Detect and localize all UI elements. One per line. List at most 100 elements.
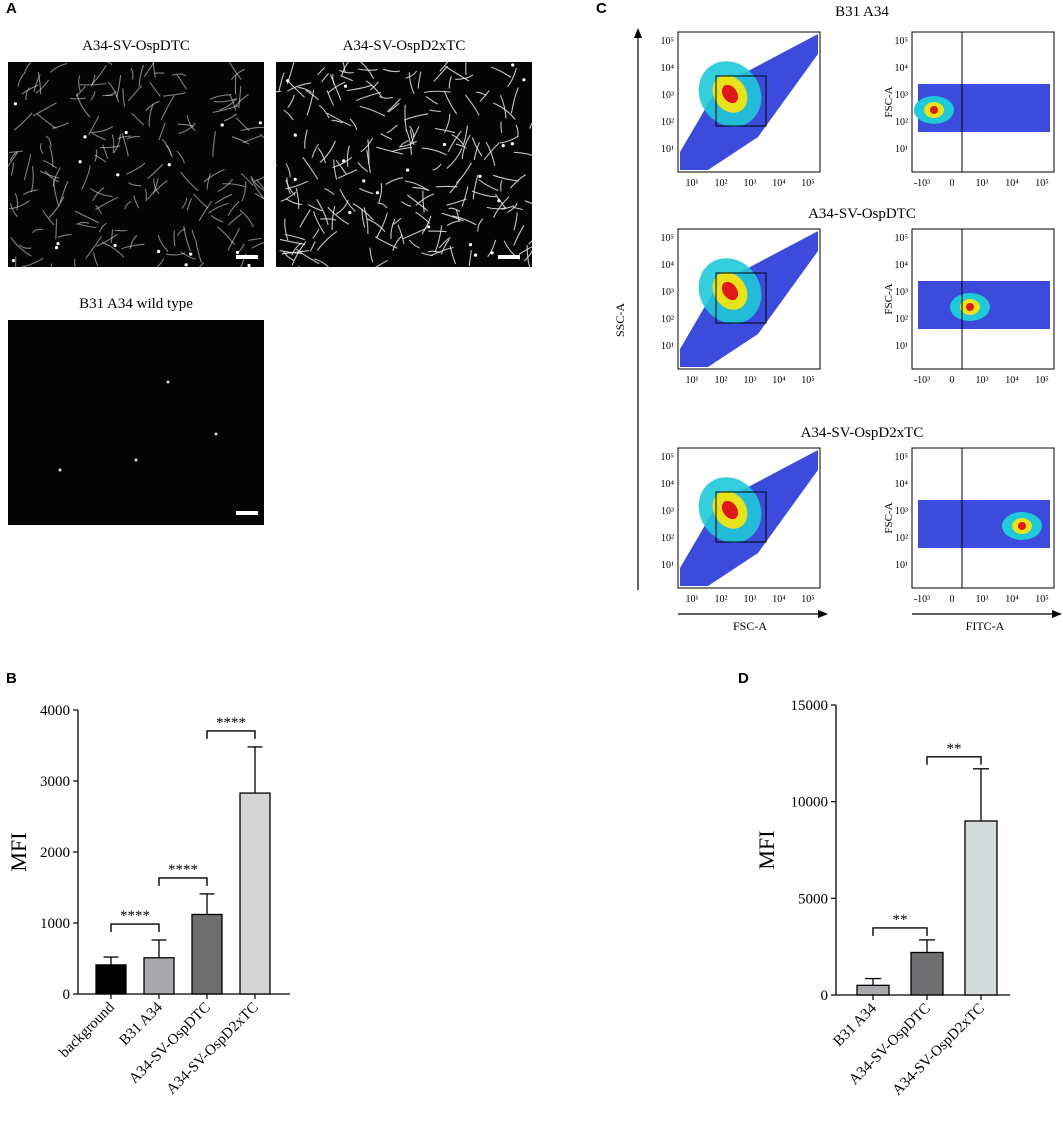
spirochete <box>472 174 479 200</box>
spirochete <box>487 239 497 257</box>
x-tick-label: 10⁵ <box>801 375 815 386</box>
spirochete <box>392 217 402 226</box>
bright-spot <box>473 253 478 257</box>
x-tick-label: 10² <box>715 178 728 189</box>
fitc-cloud <box>914 84 1050 132</box>
spirochete <box>500 179 503 192</box>
spirochete <box>406 194 429 212</box>
density-plot-frame <box>677 228 821 370</box>
x-tick-label: 0 <box>950 178 955 189</box>
spirochete <box>387 98 401 112</box>
significance-label: **** <box>168 862 198 878</box>
spirochete <box>306 90 315 116</box>
bright-spot <box>342 159 346 163</box>
micrograph-title-wildtype: B31 A34 wild type <box>79 296 193 312</box>
spirochete <box>111 134 115 154</box>
spirochete <box>461 134 471 159</box>
spirochete <box>25 87 30 101</box>
spirochete <box>171 73 187 77</box>
spirochete <box>298 265 300 267</box>
spirochete <box>365 80 383 98</box>
y-tick-label: 4000 <box>40 703 70 719</box>
y-tick-label: 10³ <box>661 90 674 101</box>
spirochete <box>376 146 404 155</box>
spirochete <box>9 202 18 217</box>
spirochete <box>304 129 308 149</box>
micrograph-ospdtc-image <box>8 62 264 267</box>
x-tick-label: 10³ <box>976 178 989 189</box>
y-tick-label: 10⁵ <box>895 452 909 463</box>
panel-label-c: C <box>596 0 607 17</box>
spirochete <box>313 258 329 267</box>
y-tick-label: 10³ <box>895 287 908 298</box>
bright-spot <box>375 191 379 195</box>
spirochete <box>74 210 100 224</box>
spirochete <box>216 226 236 245</box>
spirochete <box>32 228 43 234</box>
y-tick-label: 10⁴ <box>661 479 675 490</box>
spirochete <box>42 159 58 169</box>
density-cloud <box>680 34 818 170</box>
fitc-axis-label: FITC-A <box>966 619 1005 633</box>
bright-spot <box>348 211 352 215</box>
spirochete <box>241 181 247 202</box>
spirochete <box>318 104 330 119</box>
spirochete <box>146 179 168 200</box>
spirochete <box>443 91 458 115</box>
x-tick-label: 10² <box>715 375 728 386</box>
spirochete <box>94 149 98 162</box>
spirochete <box>415 211 431 224</box>
spirochete <box>311 143 319 158</box>
spirochete <box>152 62 156 78</box>
bright-spot <box>293 133 297 137</box>
spirochete <box>433 65 449 82</box>
x-tick-label: 10⁴ <box>1005 594 1019 605</box>
spirochete <box>110 229 114 244</box>
spirochete <box>278 72 285 92</box>
bright-spot <box>124 130 128 135</box>
panel-label-b: B <box>6 670 17 687</box>
spirochete <box>374 259 388 267</box>
bright-spot <box>478 174 482 178</box>
spirochete <box>183 225 191 252</box>
spirochete <box>285 179 296 196</box>
spirochete <box>434 225 443 253</box>
bright-spot <box>167 163 171 167</box>
spirochete <box>403 113 429 121</box>
y-axis-label: MFI <box>754 830 779 869</box>
bright-spot <box>166 380 170 384</box>
bright-spot <box>427 225 431 229</box>
spirochete <box>203 168 225 183</box>
spirochete <box>95 196 119 211</box>
spirochete <box>259 133 264 139</box>
x-tick-label: -10³ <box>914 375 930 386</box>
spirochete <box>401 200 412 207</box>
bright-spot <box>11 259 15 263</box>
spirochete <box>455 143 467 149</box>
spirochete <box>331 119 343 124</box>
spirochete <box>20 257 44 267</box>
spirochete <box>327 206 349 225</box>
spirochete <box>251 177 264 191</box>
spirochete <box>429 109 441 113</box>
spirochete <box>124 200 132 210</box>
spirochete <box>283 109 294 121</box>
spirochete <box>113 133 121 154</box>
spirochete <box>360 137 374 153</box>
spirochete <box>464 94 480 116</box>
spirochete <box>156 258 165 267</box>
spirochete <box>432 163 442 171</box>
spirochete <box>379 95 393 99</box>
spirochete <box>127 182 142 187</box>
spirochete <box>213 98 237 103</box>
spirochete <box>91 65 107 85</box>
spirochete <box>439 62 449 72</box>
spirochete <box>157 234 169 252</box>
fsc-axis-label: FSC-A <box>883 86 895 117</box>
spirochete <box>296 248 320 265</box>
spirochete <box>13 112 33 131</box>
y-tick-label: 15000 <box>791 698 829 714</box>
spirochete <box>455 74 474 80</box>
spirochete <box>21 84 39 95</box>
spirochete <box>425 95 439 105</box>
